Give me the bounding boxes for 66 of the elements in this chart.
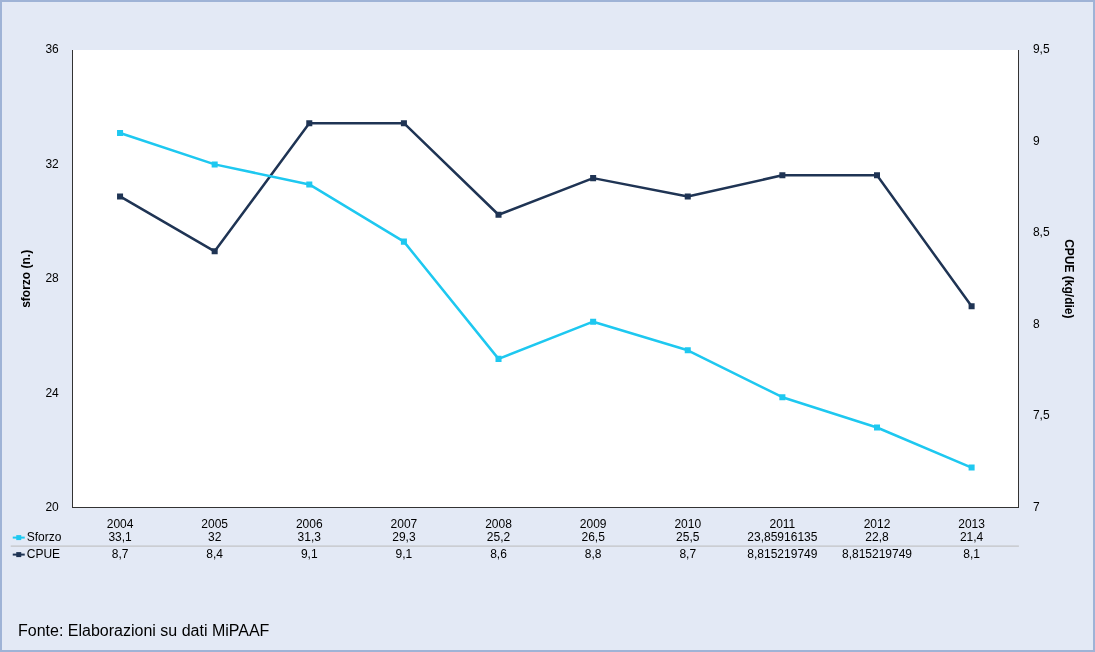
data-label: 8,4 [206, 546, 224, 561]
data-label: 8,815219749 [841, 546, 913, 561]
data-label: 8,7 [679, 546, 697, 561]
y-tick-label: 36 [45, 42, 60, 57]
point [873, 424, 881, 431]
data-label: 25,2 [486, 529, 511, 544]
y2-tick-label: 7,5 [1032, 408, 1050, 423]
data-label: 33,1 [108, 529, 133, 544]
point [117, 129, 124, 136]
point [211, 248, 218, 255]
y2-tick-label: 9 [1032, 133, 1040, 148]
point [117, 193, 124, 200]
data-label: 8,7 [111, 546, 129, 561]
data-label: 26,5 [581, 529, 606, 544]
x-tick-label: 2004 [106, 517, 134, 532]
data-label: 23,85916135 [747, 529, 818, 544]
point [495, 355, 502, 362]
x-tick-label: 2011 [769, 517, 796, 532]
point [306, 181, 313, 188]
data-label: 8,6 [490, 546, 508, 561]
y-tick-label: 20 [45, 499, 60, 514]
y2-tick-label: 9,5 [1032, 42, 1050, 57]
point [779, 394, 786, 401]
y-tick-label: 32 [45, 156, 60, 171]
x-tick-label: 2008 [485, 517, 513, 532]
data-label: 21,4 [959, 529, 984, 544]
y-axis-title: sforzo (n.) [18, 249, 33, 308]
point [590, 175, 597, 182]
data-label: 22,8 [865, 529, 889, 544]
source-note: Fonte: Elaborazioni su dati MiPAAF [18, 622, 270, 640]
data-label: 8,1 [963, 546, 981, 561]
data-label: 9,1 [395, 546, 413, 561]
data-label: 9,1 [300, 546, 318, 561]
point [684, 347, 691, 354]
x-tick-label: 2013 [958, 517, 986, 532]
point [779, 172, 786, 179]
y2-axis-title: CPUE (kg/die) [1062, 239, 1077, 319]
data-label: 8,8 [584, 546, 602, 561]
y-tick-label: 28 [45, 271, 60, 286]
legend-label: CPUE [26, 546, 61, 561]
point [968, 464, 975, 471]
point [873, 172, 881, 179]
y2-tick-label: 7 [1032, 499, 1040, 514]
point [590, 318, 597, 325]
data-label: 8,815219749 [747, 546, 818, 561]
y2-tick-label: 8 [1032, 316, 1040, 331]
data-label: 31,3 [297, 529, 322, 544]
point [968, 303, 975, 310]
x-tick-label: 2006 [295, 517, 323, 532]
point [400, 238, 407, 245]
y-tick-label: 24 [45, 385, 60, 400]
x-tick-label: 2010 [674, 517, 702, 532]
x-tick-label: 2007 [390, 517, 418, 532]
x-tick-label: 2009 [579, 517, 607, 532]
point [400, 120, 407, 127]
data-label: 25,5 [676, 529, 700, 544]
point [684, 193, 691, 200]
y2-tick-label: 8,5 [1032, 225, 1050, 240]
point [211, 161, 218, 168]
x-tick-label: 2012 [863, 517, 891, 532]
x-tick-label: 2005 [201, 517, 229, 532]
point [306, 120, 313, 127]
data-label: 29,3 [392, 529, 416, 544]
point [495, 211, 502, 218]
data-label: 32 [207, 529, 222, 544]
legend-label: Sforzo [26, 529, 62, 544]
